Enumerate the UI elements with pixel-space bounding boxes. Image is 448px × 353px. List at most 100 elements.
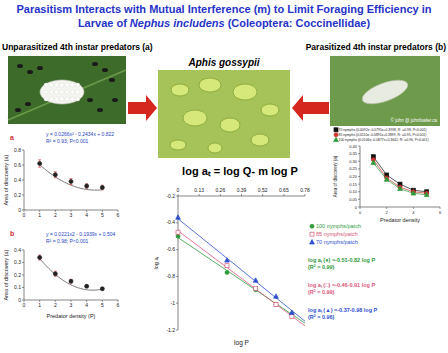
left-heading: Unparasitized 4th instar predators (a): [2, 42, 153, 52]
marker: [53, 272, 57, 276]
larva-tuft: [60, 97, 64, 101]
x-tick: [199, 194, 200, 196]
marker: [290, 315, 294, 319]
x-tick-label: 0.78: [300, 187, 310, 193]
x-tick-label: 2: [54, 302, 57, 308]
aphid: [261, 104, 279, 116]
marker: [424, 192, 429, 196]
equation: (R² = 0.96): [308, 314, 335, 320]
marker: [69, 279, 73, 283]
x-label: Predator density (P): [47, 313, 96, 319]
legend-label: 85 nymphs/patch: [316, 231, 358, 237]
larva-tuft: [76, 90, 80, 94]
x-tick: [360, 207, 361, 209]
larva-tuft: [44, 90, 48, 94]
legend-entry: 70 nymphs (0.0092x²-0.0795x+0.3998, R² =…: [334, 128, 427, 132]
larva-tuft: [55, 90, 59, 94]
aphid: [87, 98, 93, 102]
marker: [274, 303, 278, 307]
error-bar: [70, 279, 73, 283]
aphid: [102, 68, 108, 72]
larva-tuft: [49, 83, 53, 87]
y-tick: [22, 275, 24, 276]
marker: [38, 256, 42, 260]
y-tick: [358, 161, 360, 162]
legend-label: 85 nymphs (0.0110x²-0.0891x+0.3899, R² =…: [339, 133, 427, 137]
y-tick-label: -0.4: [166, 219, 175, 225]
aphid: [15, 108, 21, 112]
marker: [254, 286, 258, 290]
larva-tuft: [60, 90, 64, 94]
x-tick: [262, 194, 263, 196]
aphid: [37, 66, 43, 70]
x-tick: [283, 194, 284, 196]
y-tick-label: 0: [355, 205, 358, 210]
plot-data: [371, 155, 429, 197]
marker: [253, 278, 258, 282]
y-tick: [358, 191, 360, 192]
x-tick-label: 4: [412, 210, 415, 215]
marker: [274, 294, 279, 298]
annotation: R² = 0.93; P<0.001: [46, 138, 88, 144]
legend-entry: 100 nymphs (0.0106x²-0.0877x+0.3642, R² …: [334, 137, 429, 142]
equation: log aₜ (▲) =-0.37-0.98 log P: [308, 307, 378, 313]
larva-tuft: [76, 83, 80, 87]
annotation: y = 0.0266x² - 0.2434x + 0.822: [46, 131, 114, 137]
y-tick: [22, 287, 24, 288]
legend-entry: 100 nymphs/patch: [310, 223, 361, 229]
y-tick-label: -0.6: [166, 246, 175, 252]
aphid: [17, 64, 23, 68]
error-bar: [70, 179, 73, 185]
photo-left: [8, 56, 126, 124]
legend-entry: 70 nymphs/patch: [310, 239, 358, 245]
plot-data: [38, 160, 105, 190]
y-tick: [22, 150, 24, 151]
marker: [398, 186, 403, 190]
x-tick-label: 0: [23, 212, 26, 218]
legend-label: 100 nymphs (0.0106x²-0.0877x+0.3642, R² …: [339, 138, 429, 142]
x-tick-label: 0: [177, 187, 180, 193]
larva-tuft: [65, 83, 69, 87]
marker: [274, 303, 278, 307]
legend-label: 70 nymphs/patch: [316, 239, 358, 245]
larva-tuft: [55, 83, 59, 87]
x-tick-label: 2: [54, 212, 57, 218]
y-tick-label: 0.35: [349, 151, 358, 156]
y-tick-label: 0.3: [14, 259, 21, 265]
larva-tuft: [60, 83, 64, 87]
y-tick-label: 0.40: [349, 144, 358, 149]
right-heading: Parasitized 4th instar predators (b): [306, 42, 446, 52]
aphid: [112, 98, 118, 102]
model-equation: log aₜ = log Q- m log P: [182, 165, 298, 177]
x-tick: [386, 207, 387, 209]
error-bar: [38, 255, 41, 260]
fit-line: [178, 219, 305, 321]
aphid: [233, 84, 257, 100]
equation: log aₜ (□) =-0.46-0.91 log P: [308, 282, 375, 288]
marker: [53, 173, 57, 177]
marker: [411, 191, 416, 195]
y-label: Area of discovery (a): [333, 155, 338, 197]
marker: [100, 186, 104, 190]
larva-tuft: [71, 97, 75, 101]
chart: 024600.050.100.150.200.250.300.350.40Are…: [333, 128, 442, 223]
x-tick-label: 5: [101, 302, 104, 308]
x-tick-label: 3: [70, 302, 73, 308]
x-tick-label: 6: [117, 212, 120, 218]
title: Parasitism Interacts with Mutual Interfe…: [0, 2, 448, 30]
y-tick: [176, 330, 178, 331]
legend-entry: 85 nymphs (0.0110x²-0.0891x+0.3899, R² =…: [334, 133, 426, 137]
fit-line: [178, 238, 305, 324]
error-bar: [85, 184, 88, 189]
y-tick-label: 0.2: [14, 192, 21, 198]
larva-tuft: [44, 97, 48, 101]
y-tick: [358, 184, 360, 185]
y-tick: [176, 276, 178, 277]
legend-label: 100 nymphs/patch: [316, 223, 361, 229]
larva-tuft: [49, 90, 53, 94]
marker: [176, 215, 181, 219]
aphid: [109, 78, 115, 82]
larva-tuft: [44, 83, 48, 87]
legend-label: 70 nymphs (0.0092x²-0.0795x+0.3998, R² =…: [339, 128, 427, 132]
marker: [100, 287, 104, 291]
